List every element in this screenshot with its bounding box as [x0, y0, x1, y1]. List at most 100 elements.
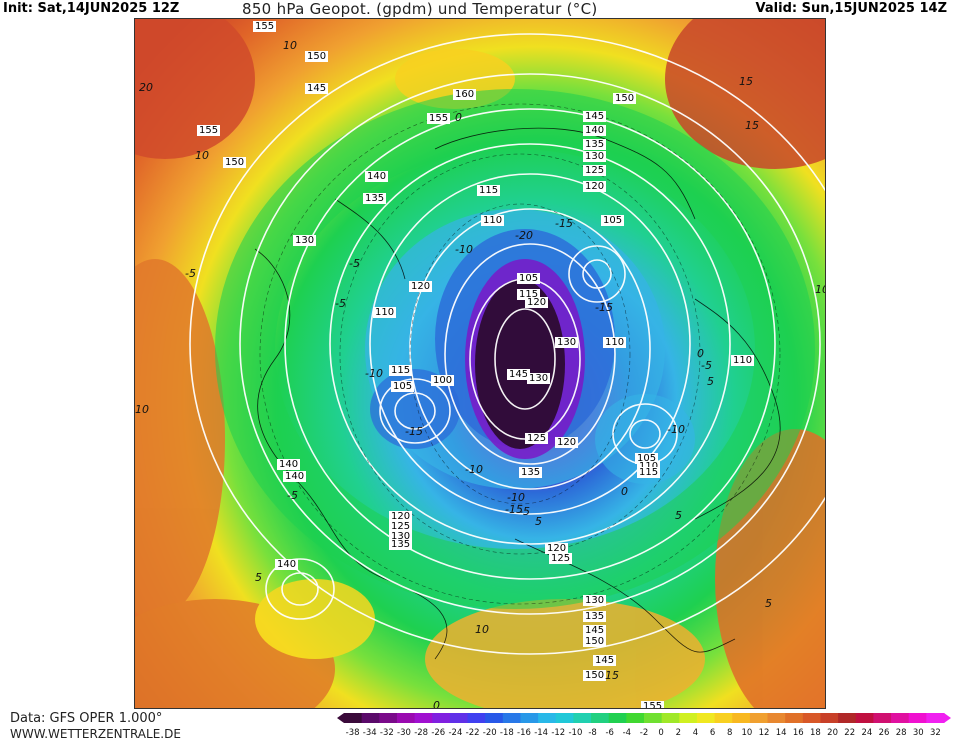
- legend-tick-label: -6: [605, 728, 613, 738]
- geopotential-label: 145: [583, 625, 607, 636]
- geopotential-label: 150: [583, 636, 607, 647]
- legend-swatch: [696, 713, 716, 723]
- legend-swatch: [732, 713, 751, 723]
- legend-swatch: [555, 713, 574, 723]
- legend-swatch: [591, 713, 610, 723]
- legend-tick-label: 2: [676, 728, 681, 738]
- legend-tick-label: 30: [913, 728, 924, 738]
- legend-swatch: [891, 713, 910, 723]
- legend-swatch: [855, 713, 874, 723]
- geopotential-label: 115: [517, 289, 541, 300]
- geopotential-label: 130: [293, 235, 317, 246]
- temperature-label: -15: [555, 217, 573, 230]
- temperature-label: 0: [621, 485, 628, 498]
- data-source-label: Data: GFS OPER 1.000°: [10, 711, 163, 726]
- geopotential-label: 115: [637, 467, 661, 478]
- legend-tick-label: 28: [896, 728, 907, 738]
- geopotential-label: 100: [431, 375, 455, 386]
- temperature-label: 15: [605, 669, 619, 682]
- geopotential-label: 145: [305, 83, 329, 94]
- legend-tick-label: -8: [588, 728, 596, 738]
- temperature-label: 10: [195, 149, 209, 162]
- geopotential-label: 150: [583, 670, 607, 681]
- geopotential-label: 105: [517, 273, 541, 284]
- geopotential-label: 135: [363, 193, 387, 204]
- geopotential-label: 155: [253, 21, 277, 32]
- warm-regions: [135, 19, 825, 708]
- legend-tick-label: 10: [741, 728, 752, 738]
- legend-swatch: [661, 713, 680, 723]
- geopotential-label: 155: [427, 113, 451, 124]
- legend-swatch: [802, 713, 821, 723]
- legend-swatch: [485, 713, 504, 723]
- temperature-label: 15: [745, 119, 759, 132]
- legend-tick-label: -10: [568, 728, 582, 738]
- temperature-legend: -38 -34 -32 -30 -28 -26 -24 -22 -20 -18 -16 -14 -12-…: [337, 713, 951, 738]
- legend-swatch: [749, 713, 769, 723]
- geopotential-label: 135: [519, 467, 543, 478]
- legend-tick-label: 4: [693, 728, 698, 738]
- legend-swatch: [449, 713, 469, 723]
- legend-tick-label: 20: [827, 728, 838, 738]
- legend-tick-label: -34: [363, 728, 377, 738]
- geopotential-label: 160: [453, 89, 477, 100]
- temperature-label: -5: [287, 489, 298, 502]
- temperature-label: -5: [701, 359, 712, 372]
- geopotential-label: 120: [545, 543, 569, 554]
- legend-tick-label: -20: [483, 728, 497, 738]
- legend-tick-label: 32: [930, 728, 941, 738]
- geopotential-label: 105: [635, 453, 659, 464]
- geopotential-label: 125: [389, 521, 413, 532]
- geopotential-label: 130: [583, 151, 607, 162]
- legend-swatch: [502, 713, 521, 723]
- temperature-label: 5: [765, 597, 772, 610]
- geopotential-label: 130: [527, 373, 551, 384]
- legend-swatch: [344, 713, 363, 723]
- legend-swatch: [396, 713, 416, 723]
- legend-tick-label: -30: [397, 728, 411, 738]
- temperature-label: -10: [455, 243, 473, 256]
- legend-tick-label: 22: [844, 728, 855, 738]
- temperature-label: -20: [515, 229, 533, 242]
- temperature-label: 10: [283, 39, 297, 52]
- geopotential-label: 135: [583, 611, 607, 622]
- temperature-label: -10: [365, 367, 383, 380]
- geopotential-label: 110: [373, 307, 397, 318]
- geopotential-label: 120: [525, 297, 549, 308]
- geopotential-label: 155: [197, 125, 221, 136]
- geopotential-label: 110: [637, 461, 661, 472]
- legend-tick-label: 24: [861, 728, 872, 738]
- geopotential-label: 120: [389, 511, 413, 522]
- legend-swatch: [838, 713, 857, 723]
- geopotential-label: 130: [583, 595, 607, 606]
- geopotential-label: 135: [389, 539, 413, 550]
- geopotential-label: 120: [583, 181, 607, 192]
- legend-swatch: [414, 713, 433, 723]
- geopotential-label: 140: [275, 559, 299, 570]
- temperature-label: -5: [185, 267, 196, 280]
- geopotential-label: 140: [583, 125, 607, 136]
- geopotential-label: 130: [389, 531, 413, 542]
- temperature-label: 5: [707, 375, 714, 388]
- legend-tick-label: -26: [431, 728, 445, 738]
- legend-tick-label: 14: [776, 728, 787, 738]
- legend-swatch: [785, 713, 804, 723]
- legend-tick-label: 12: [759, 728, 770, 738]
- temperature-label: -5: [335, 297, 346, 310]
- temperature-label: -15: [405, 425, 423, 438]
- temperature-label: -5: [349, 257, 360, 270]
- temperature-label: 0: [697, 347, 704, 360]
- geopotential-label: 115: [389, 365, 413, 376]
- geopotential-label: 145: [583, 111, 607, 122]
- legend-tick-label: -16: [517, 728, 531, 738]
- geopotential-label: 140: [283, 471, 307, 482]
- legend-swatch: [926, 713, 945, 723]
- legend-swatch: [467, 713, 486, 723]
- geopotential-label: 105: [601, 215, 625, 226]
- geopotential-label: 120: [555, 437, 579, 448]
- legend-swatch: [644, 713, 663, 723]
- legend-swatch: [432, 713, 451, 723]
- temperature-label: 5: [535, 515, 542, 528]
- geopotential-label: 115: [477, 185, 501, 196]
- temperature-label: 10: [135, 403, 149, 416]
